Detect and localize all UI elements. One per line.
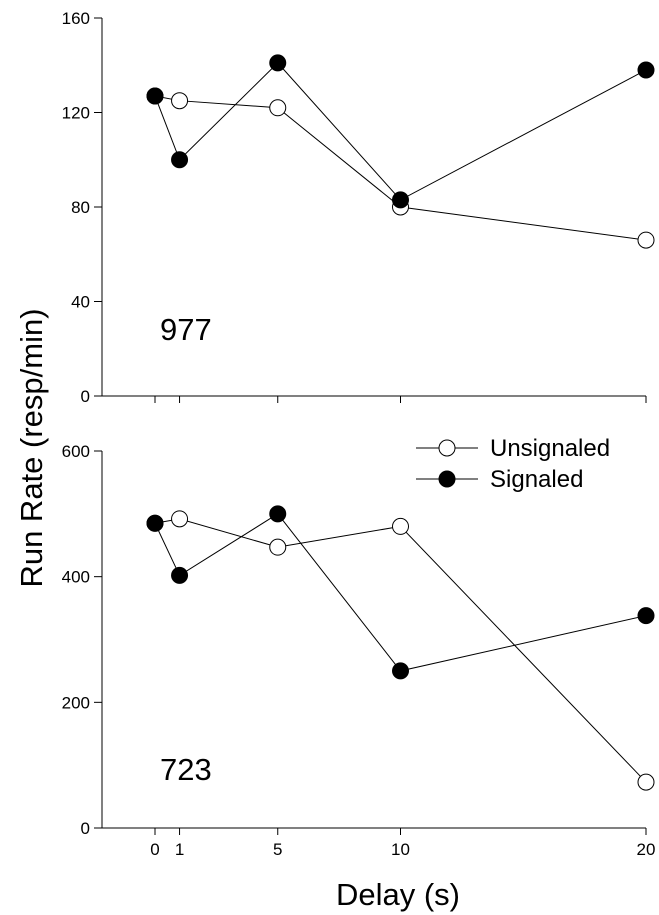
signaled-point bbox=[171, 151, 189, 169]
signaled-point bbox=[637, 61, 655, 79]
x-axis: 0 1 5 10 20 bbox=[150, 840, 655, 859]
series-line-unsignaled bbox=[154, 518, 647, 783]
x-tick-label: 0 bbox=[150, 840, 159, 859]
signaled-point bbox=[637, 607, 655, 625]
panel-723: 0 200 400 600 723 bbox=[62, 442, 655, 838]
unsignaled-point bbox=[269, 99, 287, 117]
y-tick-label: 0 bbox=[81, 387, 90, 406]
y-tick-label: 160 bbox=[62, 9, 90, 28]
panel-label: 723 bbox=[160, 752, 212, 787]
signaled-point bbox=[269, 54, 287, 72]
legend: Unsignaled Signaled bbox=[416, 435, 610, 493]
y-tick-label: 80 bbox=[71, 198, 90, 217]
x-tick-label: 10 bbox=[391, 840, 410, 859]
unsignaled-legend-marker bbox=[438, 439, 456, 457]
legend-label: Signaled bbox=[490, 466, 583, 493]
x-tick-label: 1 bbox=[175, 840, 184, 859]
y-tick-label: 40 bbox=[71, 293, 90, 312]
y-tick-label: 0 bbox=[81, 819, 90, 838]
legend-label: Unsignaled bbox=[490, 435, 610, 462]
y-tick-label: 120 bbox=[62, 104, 90, 123]
panel-977: 0 40 80 120 160 977 bbox=[62, 9, 655, 406]
unsignaled-point bbox=[269, 538, 287, 556]
series-line-unsignaled bbox=[154, 95, 647, 241]
x-axis-title: Delay (s) bbox=[336, 877, 460, 912]
signaled-point bbox=[392, 662, 409, 680]
signaled-point bbox=[146, 87, 164, 105]
unsignaled-point bbox=[171, 510, 189, 528]
unsignaled-point bbox=[392, 517, 409, 535]
signaled-legend-marker bbox=[438, 470, 456, 488]
signaled-point bbox=[392, 191, 409, 209]
unsignaled-point bbox=[637, 231, 655, 249]
unsignaled-point bbox=[171, 92, 189, 110]
y-tick-label: 600 bbox=[62, 442, 90, 461]
series-line-signaled bbox=[154, 62, 647, 201]
series-line-signaled bbox=[154, 513, 647, 672]
signaled-point bbox=[269, 505, 287, 523]
unsignaled-point bbox=[637, 773, 655, 791]
x-tick-label: 5 bbox=[273, 840, 282, 859]
panel-label: 977 bbox=[160, 312, 212, 347]
y-axis-title: Run Rate (resp/min) bbox=[14, 308, 49, 587]
signaled-point bbox=[146, 514, 164, 532]
signaled-point bbox=[171, 566, 189, 584]
y-tick-label: 400 bbox=[62, 568, 90, 587]
x-tick-label: 20 bbox=[637, 840, 656, 859]
y-tick-label: 200 bbox=[62, 693, 90, 712]
